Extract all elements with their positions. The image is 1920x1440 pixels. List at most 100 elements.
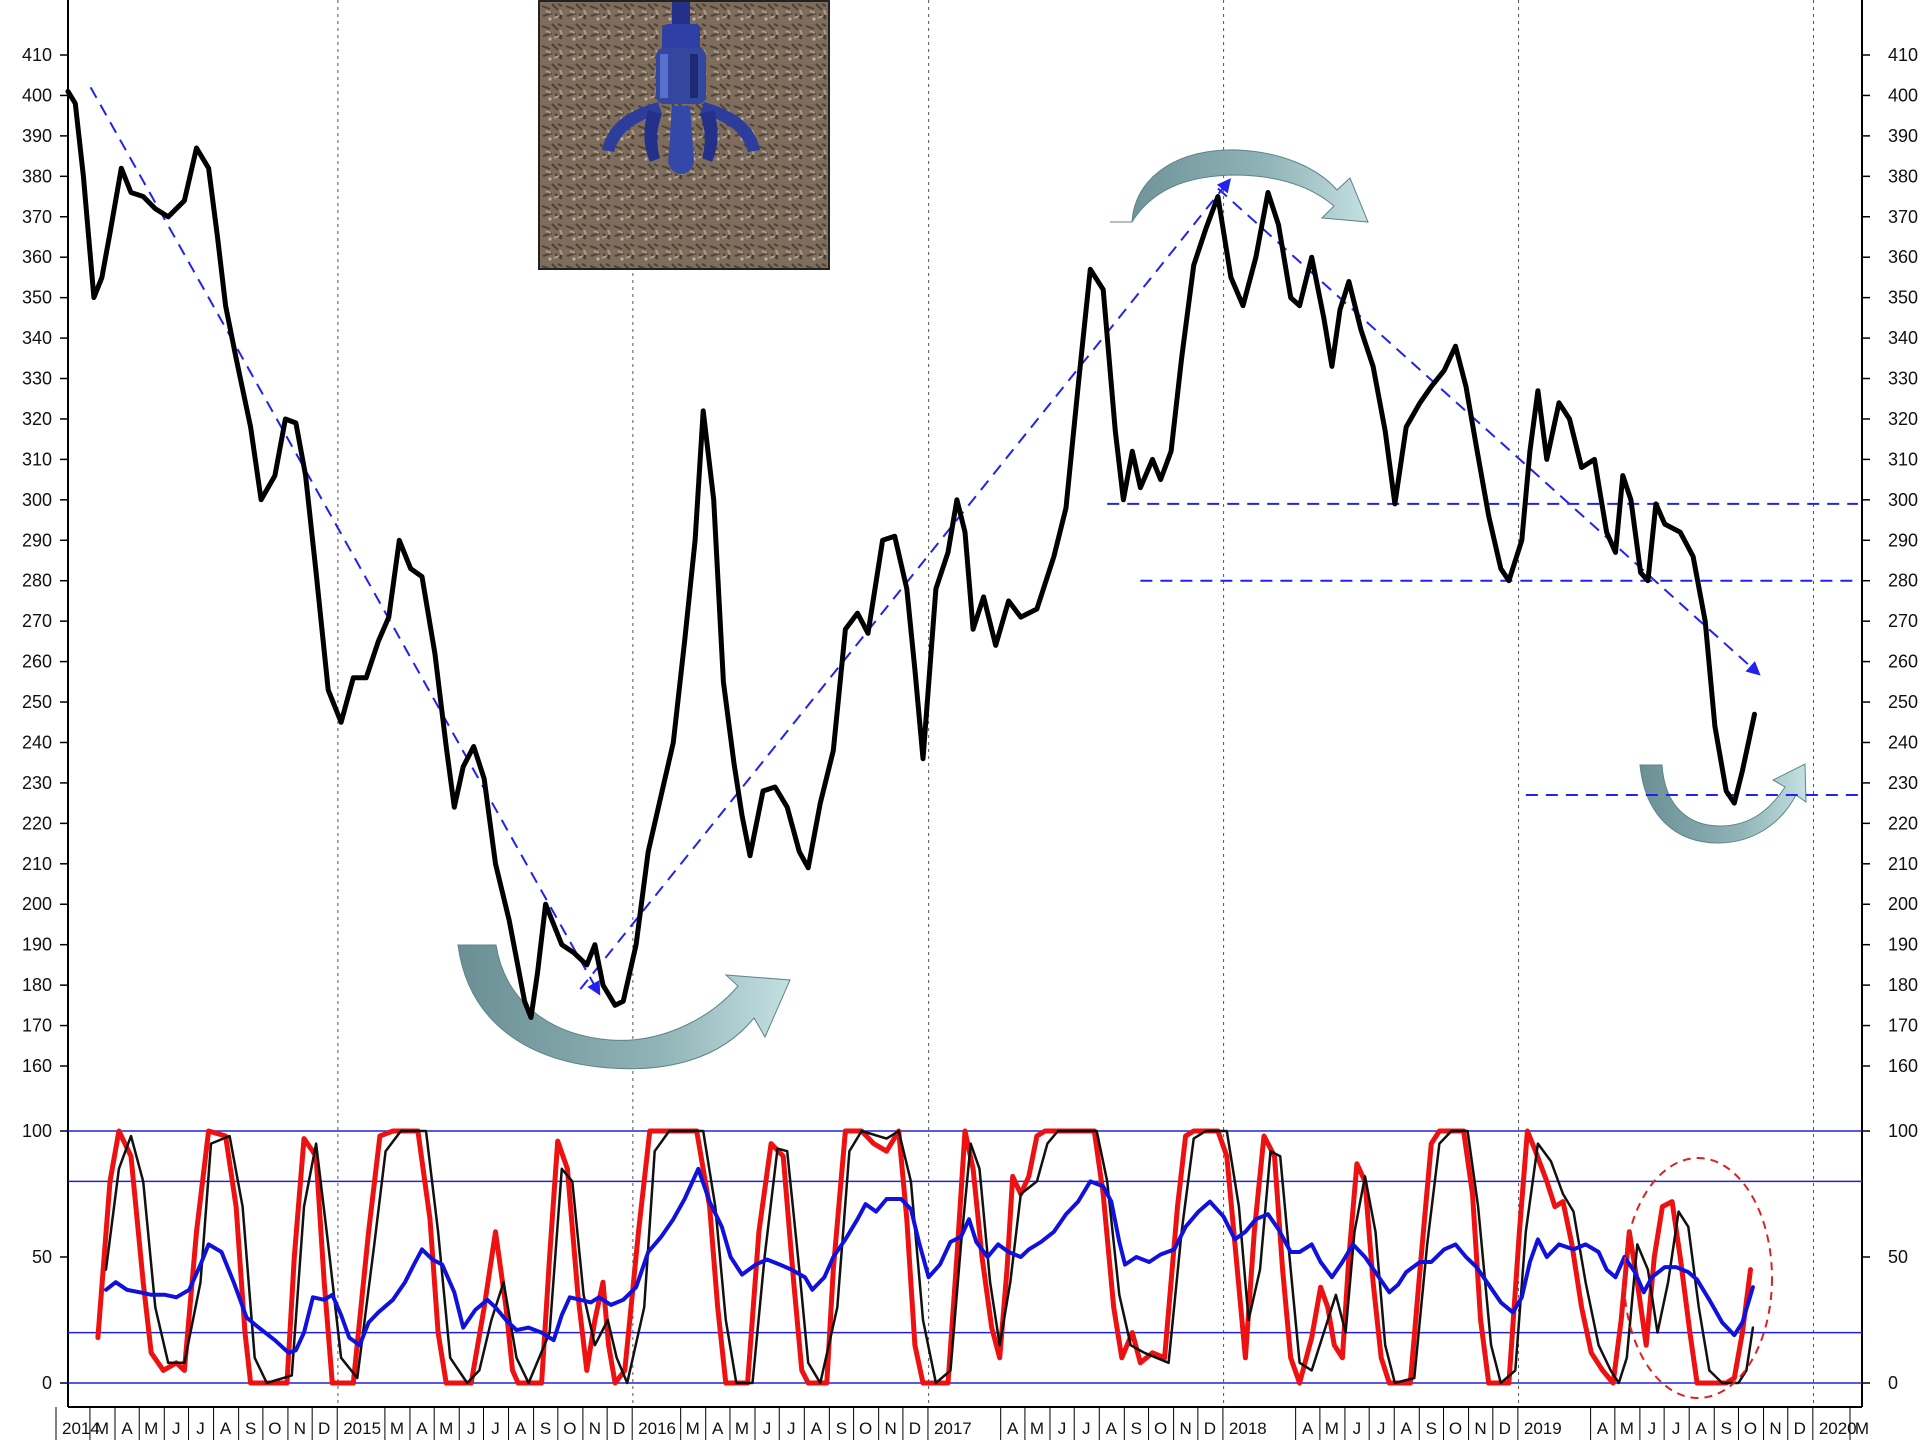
- y-tick-label: 190: [1888, 935, 1918, 955]
- x-month-label: M: [95, 1419, 109, 1438]
- y-tick-label: 290: [1888, 530, 1918, 550]
- x-month-label: N: [589, 1419, 601, 1438]
- x-month-label: A: [1401, 1419, 1413, 1438]
- x-month-label: D: [318, 1419, 330, 1438]
- y-tick-label: 310: [22, 449, 52, 469]
- x-month-label: D: [613, 1419, 625, 1438]
- x-month-label: J: [1058, 1419, 1067, 1438]
- oscillator-tick-label: 50: [1888, 1247, 1908, 1267]
- y-tick-label: 410: [1888, 45, 1918, 65]
- x-month-label: O: [859, 1419, 872, 1438]
- x-month-label: O: [268, 1419, 281, 1438]
- y-tick-label: 210: [22, 854, 52, 874]
- x-year-label: 2015: [343, 1419, 381, 1438]
- x-month-label: J: [172, 1419, 181, 1438]
- y-tick-label: 200: [22, 894, 52, 914]
- x-month-label: S: [1721, 1419, 1732, 1438]
- y-tick-label: 320: [22, 409, 52, 429]
- x-month-label: O: [1449, 1419, 1462, 1438]
- y-tick-label: 370: [1888, 207, 1918, 227]
- y-tick-label: 220: [1888, 813, 1918, 833]
- y-tick-label: 300: [1888, 490, 1918, 510]
- y-tick-label: 200: [1888, 894, 1918, 914]
- x-month-label: D: [1204, 1419, 1216, 1438]
- y-tick-label: 360: [22, 247, 52, 267]
- y-tick-label: 410: [22, 45, 52, 65]
- annotation-arrows: [457, 149, 1807, 1070]
- y-tick-label: 270: [1888, 611, 1918, 631]
- x-month-label: A: [515, 1419, 527, 1438]
- y-axis-left: 410 400 390 380 370 360 350 340 330 320 310 300 290 2…: [22, 45, 68, 1076]
- y-tick-label: 390: [1888, 126, 1918, 146]
- x-month-label: S: [245, 1419, 256, 1438]
- oscillator-tick-label: 100: [1888, 1121, 1918, 1141]
- x-month-label: N: [294, 1419, 306, 1438]
- x-month-label: O: [1154, 1419, 1167, 1438]
- x-month-label: D: [1794, 1419, 1806, 1438]
- y-tick-label: 250: [22, 692, 52, 712]
- x-month-label: D: [1499, 1419, 1511, 1438]
- y-tick-label: 230: [22, 773, 52, 793]
- y-tick-label: 290: [22, 530, 52, 550]
- y-tick-label: 340: [22, 328, 52, 348]
- x-month-label: M: [735, 1419, 749, 1438]
- x-year-label: 2019: [1524, 1419, 1562, 1438]
- x-month-label: M: [1855, 1419, 1869, 1438]
- x-month-label: J: [1082, 1419, 1091, 1438]
- x-year-label: 2018: [1229, 1419, 1267, 1438]
- oscillator-tick-label: 100: [22, 1121, 52, 1141]
- x-month-label: M: [1325, 1419, 1339, 1438]
- x-month-label: M: [1030, 1419, 1044, 1438]
- x-month-label: A: [811, 1419, 823, 1438]
- oscillator-tick-label: 50: [32, 1247, 52, 1267]
- x-month-label: J: [491, 1419, 500, 1438]
- y-tick-label: 300: [22, 490, 52, 510]
- oscillator-series: [95, 1128, 1755, 1386]
- x-month-label: S: [836, 1419, 847, 1438]
- x-month-label: O: [1744, 1419, 1757, 1438]
- y-tick-label: 330: [22, 369, 52, 389]
- x-month-label: N: [1179, 1419, 1191, 1438]
- y-tick-label: 310: [1888, 449, 1918, 469]
- y-tick-label: 390: [22, 126, 52, 146]
- curved-arrow-icon: [457, 944, 791, 1070]
- x-month-label: J: [1672, 1419, 1681, 1438]
- curved-arrow-icon: [1639, 763, 1807, 844]
- x-month-label: S: [1131, 1419, 1142, 1438]
- x-year-label: 2017: [934, 1419, 972, 1438]
- y-tick-label: 240: [22, 732, 52, 752]
- curved-arrow-icon: [1110, 149, 1369, 223]
- y-tick-label: 260: [1888, 652, 1918, 672]
- oscillator-tick-label: 0: [1888, 1373, 1898, 1393]
- price-line: [65, 88, 1757, 1020]
- x-month-label: J: [1648, 1419, 1657, 1438]
- oscillator-axis-left: 100 50 0: [22, 1121, 68, 1393]
- y-tick-label: 380: [1888, 166, 1918, 186]
- y-tick-label: 230: [1888, 773, 1918, 793]
- x-month-label: A: [220, 1419, 232, 1438]
- x-month-label: A: [1302, 1419, 1314, 1438]
- y-tick-label: 180: [1888, 975, 1918, 995]
- price-series: [65, 88, 1757, 1020]
- y-tick-label: 350: [22, 288, 52, 308]
- y-tick-label: 180: [22, 975, 52, 995]
- highlight-ellipse: [1623, 1157, 1773, 1399]
- x-month-label: J: [787, 1419, 796, 1438]
- y-tick-label: 280: [1888, 571, 1918, 591]
- y-tick-label: 170: [22, 1016, 52, 1036]
- x-month-label: N: [1474, 1419, 1486, 1438]
- x-month-label: O: [563, 1419, 576, 1438]
- x-month-label: M: [144, 1419, 158, 1438]
- y-tick-label: 240: [1888, 732, 1918, 752]
- oscillator-slow-line: [104, 1129, 1755, 1385]
- y-tick-label: 280: [22, 571, 52, 591]
- y-tick-label: 400: [22, 85, 52, 105]
- plot-frame: [67, 0, 1863, 1408]
- x-month-label: J: [763, 1419, 772, 1438]
- y-tick-label: 220: [22, 813, 52, 833]
- x-year-label: 2016: [638, 1419, 676, 1438]
- y-tick-label: 400: [1888, 85, 1918, 105]
- x-month-label: S: [1426, 1419, 1437, 1438]
- y-tick-label: 340: [1888, 328, 1918, 348]
